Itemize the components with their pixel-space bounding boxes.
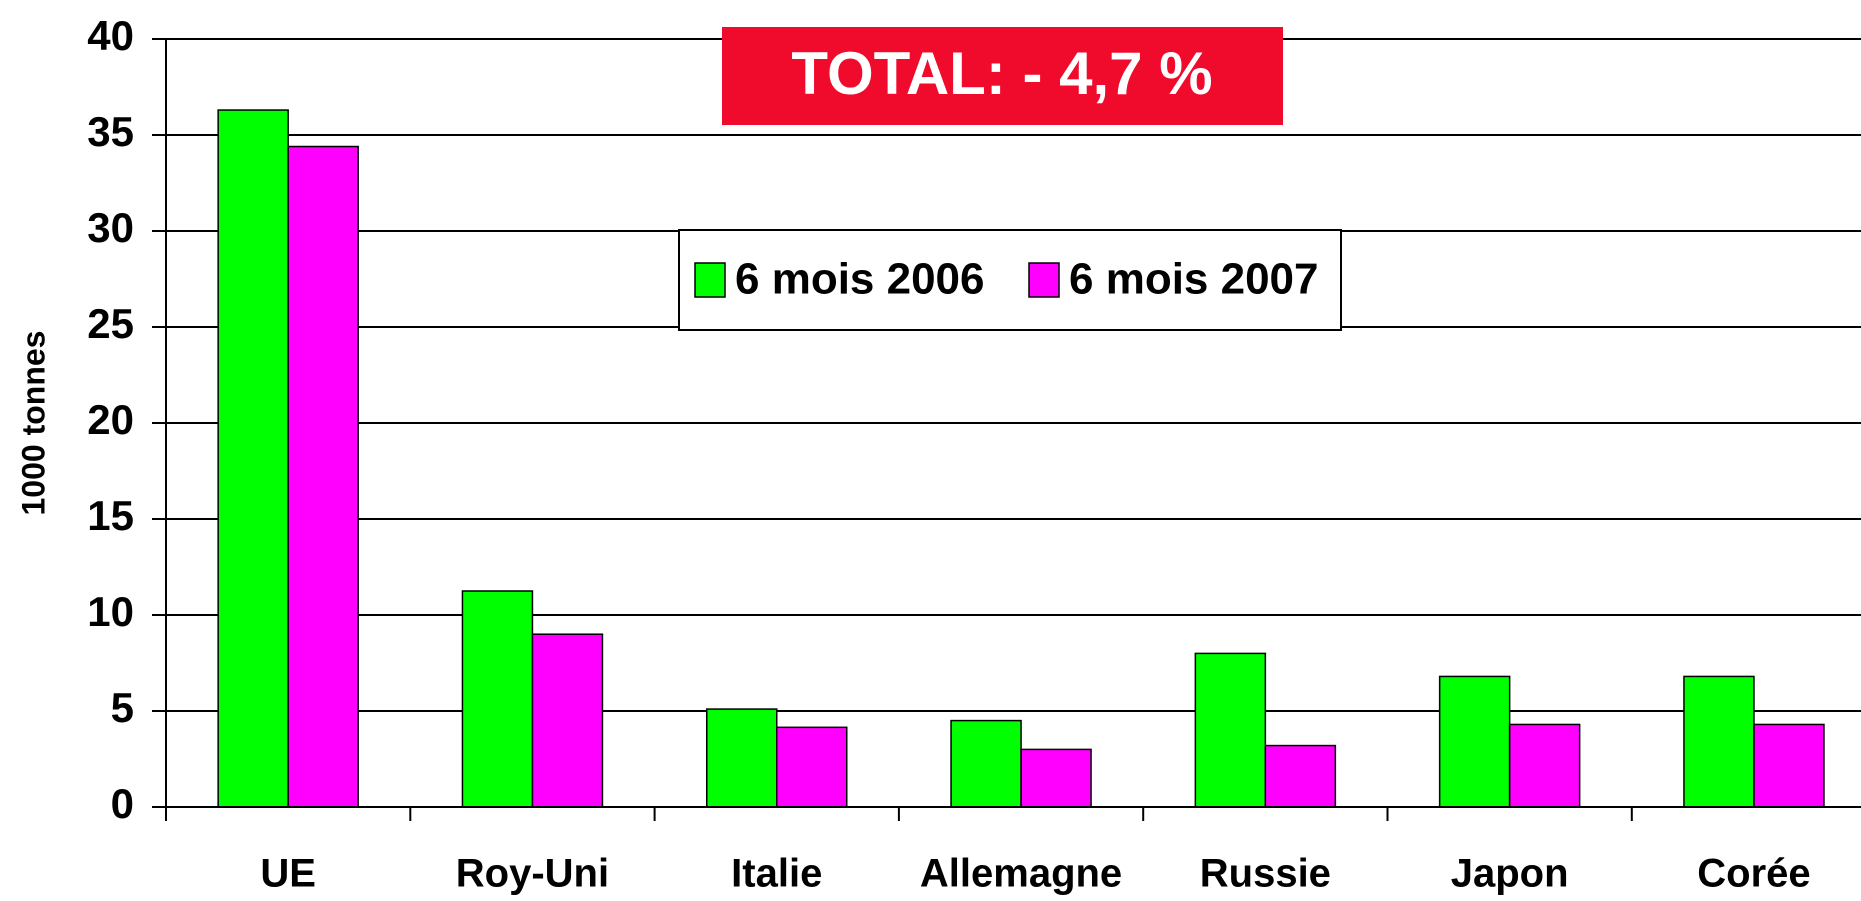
x-tick-label: Roy-Uni — [456, 852, 609, 896]
annotation: TOTAL: - 4,7 % — [791, 40, 1212, 107]
y-tick-label: 10 — [87, 588, 134, 635]
bar — [461, 590, 534, 808]
bar — [531, 633, 604, 808]
bar — [1683, 675, 1755, 808]
x-tick-label: Russie — [1200, 852, 1331, 896]
x-tick-label: Allemagne — [920, 852, 1122, 896]
x-tick-label: Japon — [1451, 852, 1569, 896]
x-tick-label: Corée — [1697, 852, 1810, 896]
y-tick-label: 30 — [87, 204, 134, 251]
x-tick-label: UE — [260, 852, 316, 896]
bar — [706, 708, 778, 808]
legend-swatch — [694, 262, 726, 298]
y-tick-label: 15 — [87, 492, 134, 539]
bar — [1753, 723, 1825, 808]
y-tick-label: 25 — [87, 300, 134, 347]
y-tick-label: 40 — [87, 12, 134, 59]
legend-label: 6 mois 2007 — [1069, 255, 1319, 304]
bar — [1508, 723, 1581, 808]
y-axis-label: 1000 tonnes — [15, 331, 51, 516]
bar — [776, 726, 848, 808]
bar — [950, 719, 1022, 808]
y-tick-label: 35 — [87, 108, 134, 155]
bar — [217, 109, 289, 808]
legend-label: 6 mois 2006 — [735, 255, 985, 304]
y-tick-label: 20 — [87, 396, 134, 443]
bar — [287, 145, 359, 808]
legend-swatch — [1028, 262, 1060, 298]
bar — [1438, 675, 1511, 808]
bar — [1020, 748, 1092, 808]
bar — [1194, 652, 1267, 808]
x-tick-label: Italie — [731, 852, 822, 896]
y-tick-label: 0 — [111, 780, 134, 827]
legend-box — [678, 229, 1342, 331]
y-tick-label: 5 — [111, 684, 134, 731]
annotation-box — [722, 27, 1283, 125]
bar — [1264, 744, 1337, 808]
